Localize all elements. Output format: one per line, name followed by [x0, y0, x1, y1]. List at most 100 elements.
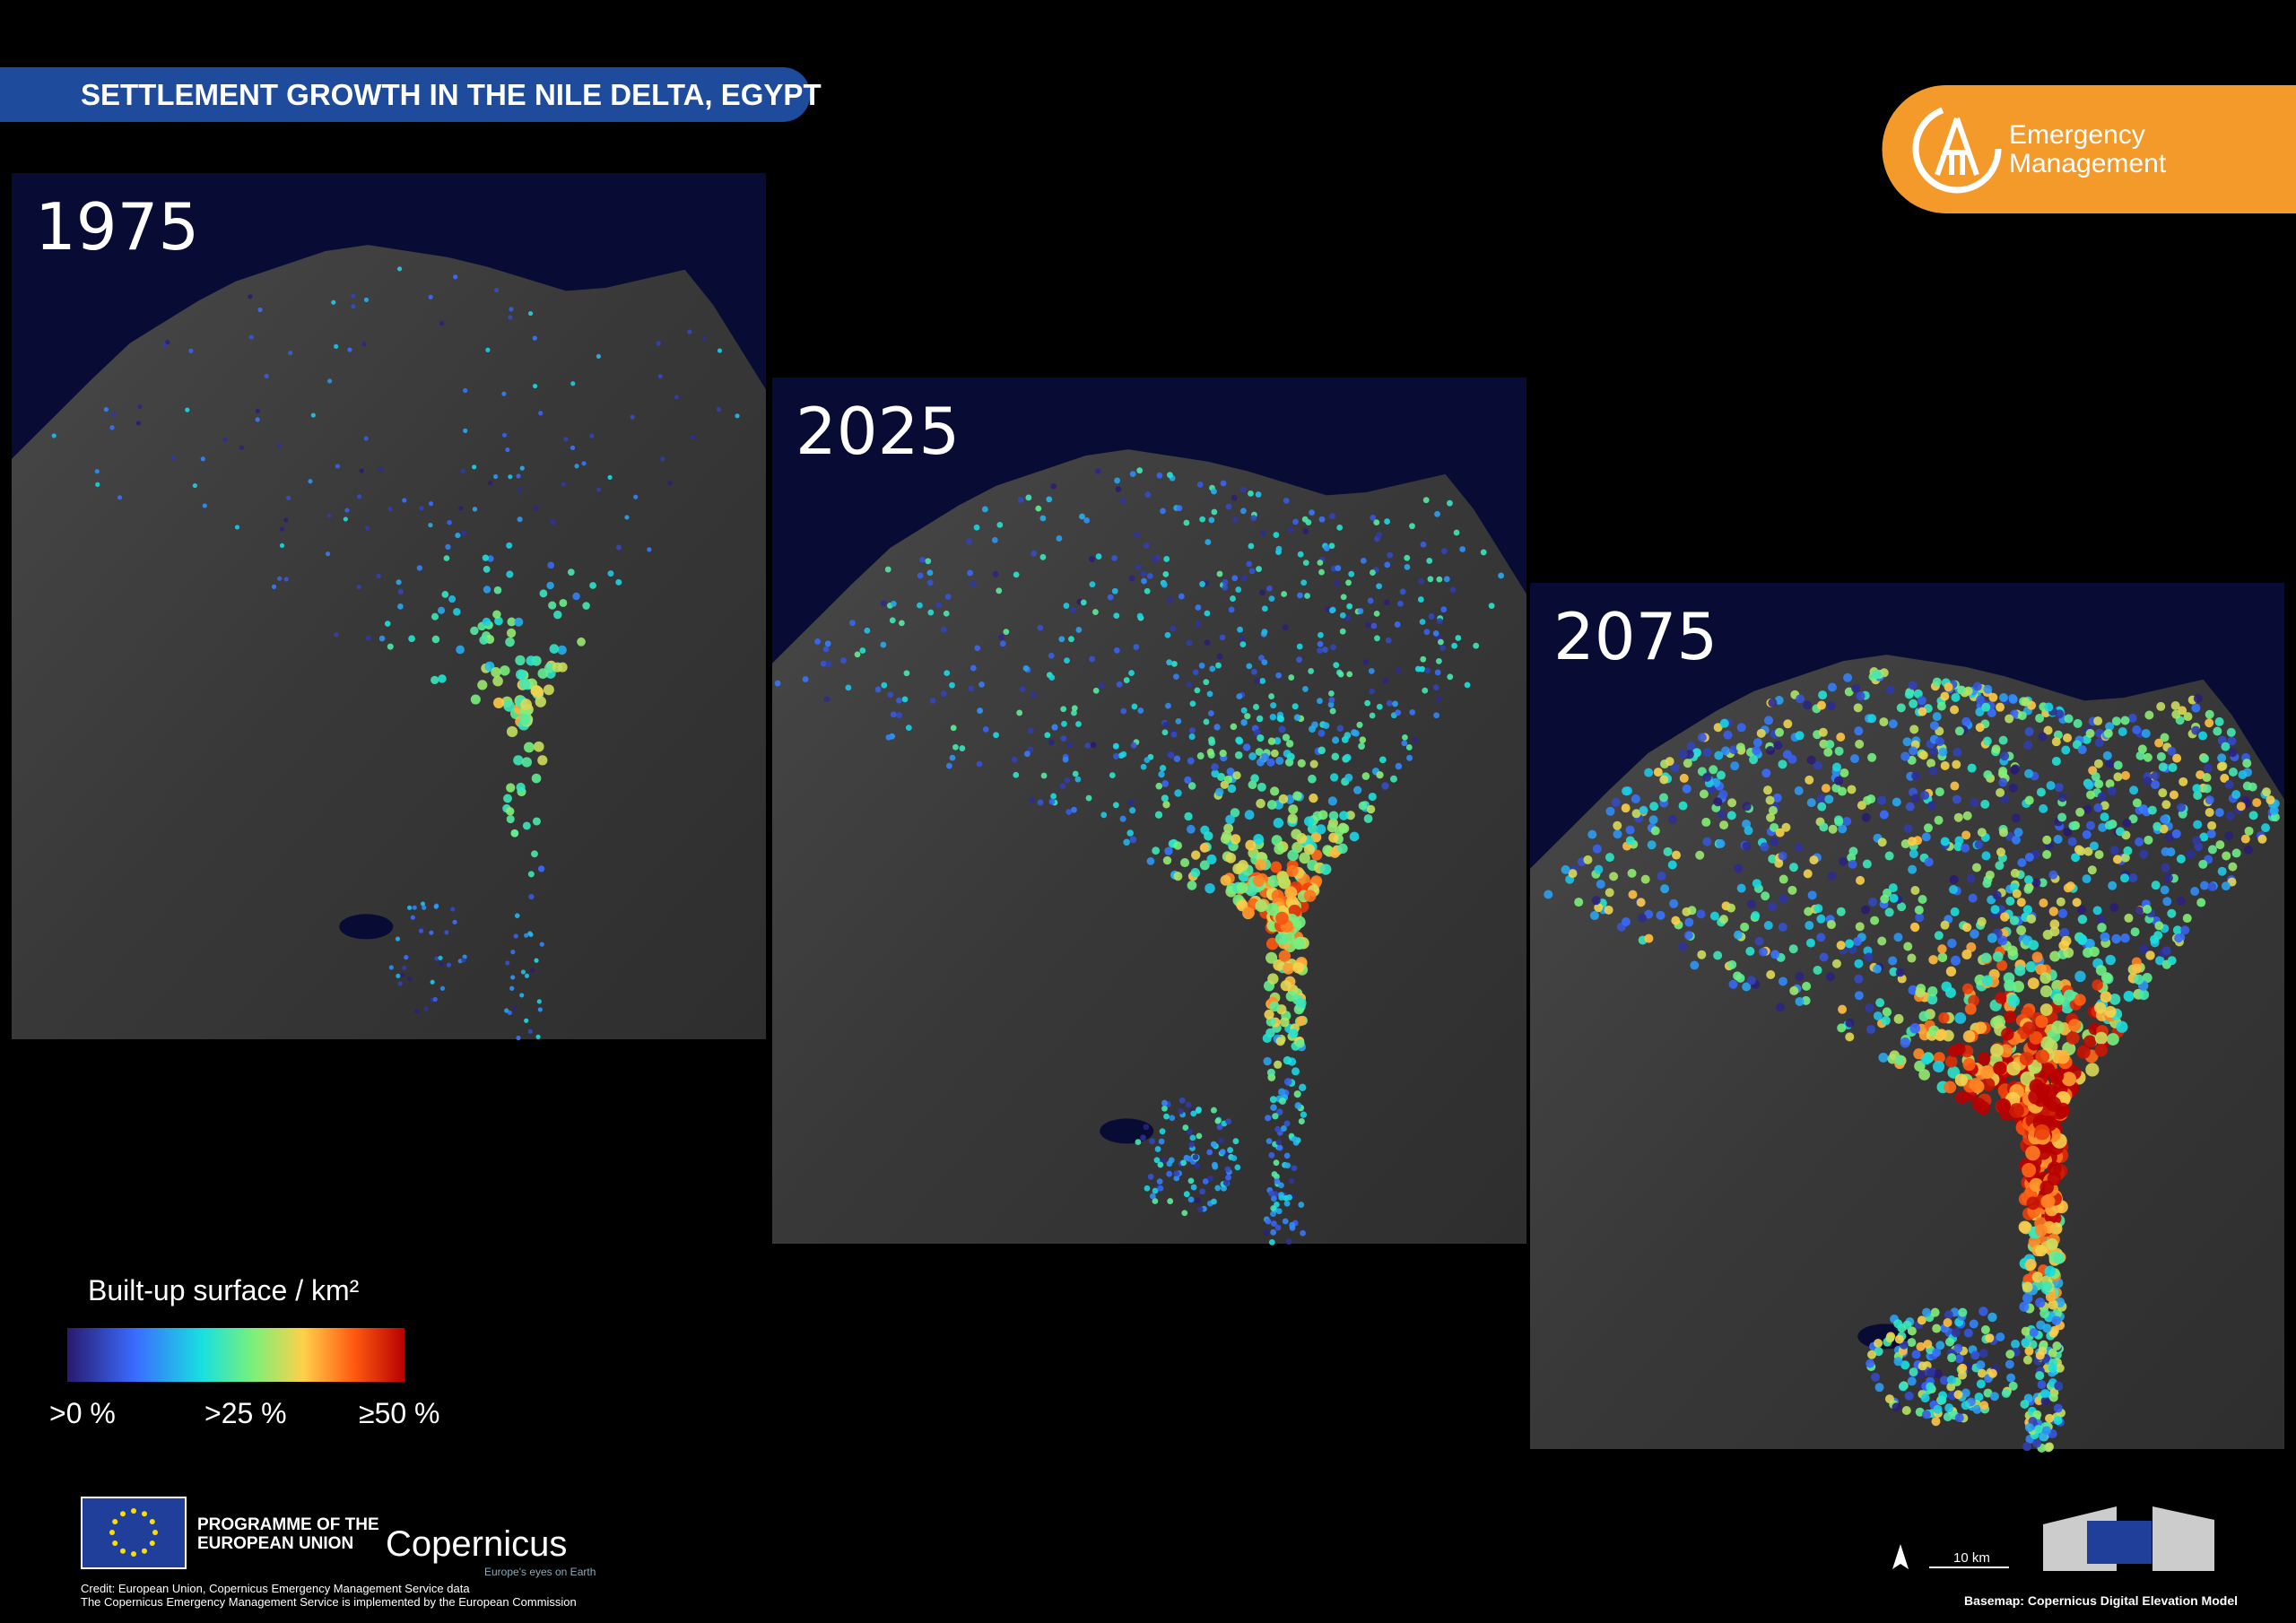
settlement-dot	[1399, 588, 1406, 595]
settlement-dot	[378, 635, 386, 642]
settlement-dot	[2058, 940, 2069, 951]
settlement-dot	[1280, 1125, 1287, 1132]
settlement-dot	[2083, 1035, 2097, 1048]
settlement-dot	[527, 931, 533, 936]
settlement-dot	[1192, 669, 1199, 676]
settlement-dot	[109, 425, 115, 430]
settlement-dot	[1236, 881, 1248, 894]
settlement-dot	[2029, 1177, 2044, 1193]
settlement-dot	[1173, 755, 1181, 762]
settlement-dot	[1270, 786, 1280, 796]
settlement-dot	[519, 993, 525, 998]
settlement-dot	[505, 447, 510, 453]
settlement-dot	[1144, 491, 1152, 499]
settlement-dot	[1926, 759, 1935, 768]
settlement-dot	[1246, 663, 1253, 670]
settlement-dot	[2049, 919, 2060, 930]
settlement-dot	[1263, 1056, 1272, 1066]
settlement-dot	[1985, 870, 1995, 880]
settlement-dot	[2154, 921, 2164, 931]
settlement-dot	[1209, 665, 1216, 673]
settlement-dot	[1933, 1052, 1945, 1064]
settlement-dot	[1278, 1194, 1285, 1201]
settlement-dot	[1163, 1113, 1170, 1120]
settlement-dot	[1759, 947, 1769, 957]
copernicus-tagline: Europe's eyes on Earth	[484, 1566, 596, 1578]
eu-star	[131, 1551, 136, 1557]
settlement-dot	[453, 608, 461, 616]
settlement-dot	[1903, 823, 1913, 833]
settlement-dot	[1844, 687, 1854, 697]
settlement-dot	[559, 598, 568, 607]
settlement-dot	[1384, 518, 1390, 525]
settlement-dot	[1923, 1340, 1933, 1350]
settlement-dot	[2120, 853, 2130, 863]
settlement-dot	[1855, 739, 1865, 749]
settlement-dot	[926, 579, 934, 586]
settlement-dot	[2039, 1308, 2050, 1319]
settlement-dot	[1369, 688, 1375, 695]
settlement-dot	[1274, 1060, 1283, 1069]
settlement-dot	[327, 378, 333, 384]
settlement-dot	[2161, 946, 2171, 956]
settlement-dot	[1935, 787, 1944, 797]
settlement-dot	[1262, 1033, 1272, 1043]
settlement-dot	[2151, 771, 2161, 781]
settlement-dot	[1834, 817, 1844, 827]
settlement-dot	[549, 644, 560, 654]
settlement-dot	[2048, 1348, 2057, 1358]
settlement-dot	[1650, 826, 1660, 836]
settlement-dot	[1963, 1328, 1973, 1338]
settlement-dot	[2150, 934, 2160, 944]
settlement-dot	[501, 432, 508, 438]
settlement-dot	[2039, 1003, 2053, 1017]
settlement-dot	[492, 610, 501, 619]
settlement-dot	[1152, 1187, 1159, 1194]
settlement-dot	[2064, 714, 2074, 724]
settlement-dot	[1903, 942, 1913, 951]
settlement-dot	[1219, 1149, 1226, 1155]
settlement-dot	[1931, 1417, 1941, 1427]
settlement-dot	[1109, 772, 1116, 778]
settlement-dot	[1253, 729, 1261, 737]
settlement-dot	[943, 610, 950, 617]
settlement-dot	[1179, 857, 1190, 868]
settlement-dot	[1893, 1319, 1903, 1329]
settlement-dot	[1167, 596, 1174, 603]
settlement-dot	[1278, 950, 1292, 962]
settlement-dot	[2086, 790, 2096, 800]
settlement-dot	[1329, 773, 1339, 782]
settlement-dot	[279, 526, 285, 532]
settlement-dot	[2105, 779, 2115, 789]
settlement-dot	[945, 762, 952, 769]
settlement-dot	[2138, 944, 2149, 954]
settlement-dot	[470, 626, 479, 636]
settlement-dot	[2143, 905, 2152, 915]
settlement-dot	[1257, 782, 1266, 792]
settlement-dot	[1263, 1229, 1270, 1237]
settlement-dot	[1981, 975, 1994, 986]
settlement-dot	[1061, 720, 1067, 727]
settlement-dot	[1215, 662, 1222, 669]
settlement-dot	[1160, 508, 1166, 515]
settlement-dot	[402, 498, 407, 503]
settlement-dot	[485, 347, 491, 352]
settlement-dot	[1847, 785, 1857, 794]
settlement-dot	[283, 577, 289, 582]
settlement-dot	[2013, 980, 2024, 993]
settlement-dot	[1337, 671, 1344, 678]
settlement-dot	[1972, 681, 1982, 691]
settlement-dot	[1185, 1101, 1192, 1108]
settlement-dot	[596, 487, 602, 492]
settlement-dot	[1287, 526, 1294, 534]
settlement-dot	[2009, 1103, 2024, 1118]
settlement-dot	[1720, 746, 1730, 756]
settlement-dot	[419, 506, 424, 511]
settlement-dot	[1237, 626, 1243, 633]
settlement-dot	[2192, 784, 2202, 794]
settlement-dot	[2128, 814, 2138, 824]
settlement-dot	[1930, 1307, 1940, 1317]
settlement-dot	[624, 515, 630, 520]
settlement-dot	[2104, 1005, 2117, 1018]
settlement-dot	[1296, 643, 1303, 650]
